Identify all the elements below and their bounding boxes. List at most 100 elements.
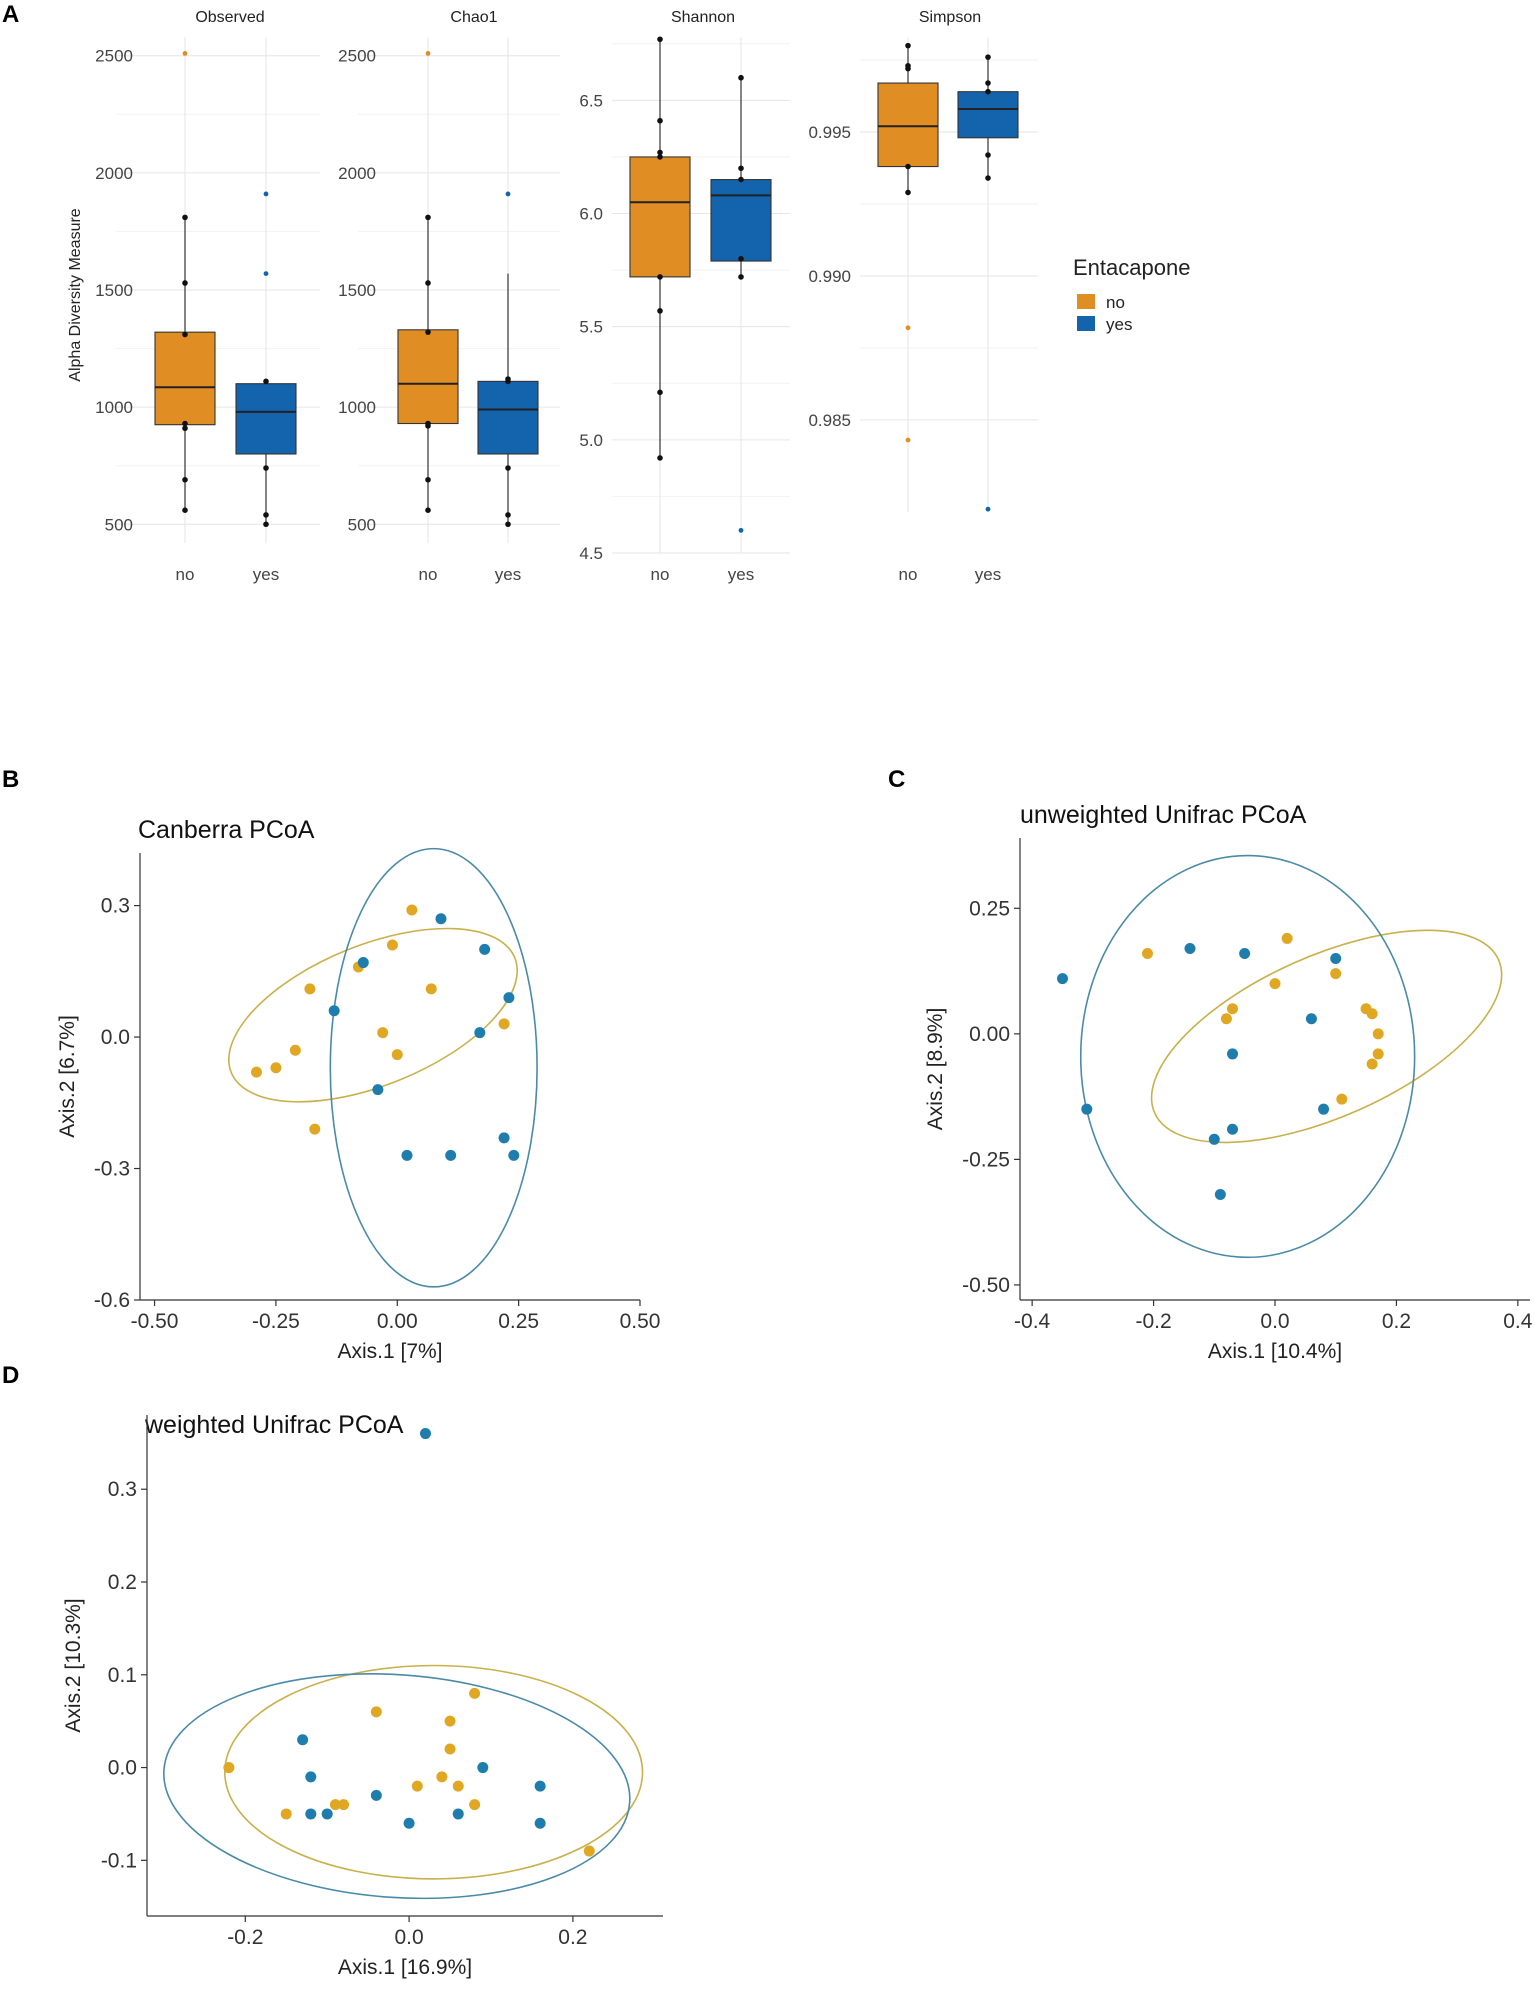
box-body (397, 329, 459, 425)
plot-title: Canberra PCoA (138, 816, 315, 844)
box-no (154, 50, 216, 514)
box-body (957, 91, 1019, 139)
facet-title: Chao1 (450, 9, 497, 26)
facet-observed: Observed 500 1000 1500 2000 2500 no yes (95, 9, 320, 584)
data-point (505, 512, 511, 518)
y-tick-label: 6.0 (579, 205, 603, 224)
data-point (505, 521, 511, 528)
weighted-unifrac-pcoa-plot: weighted Unifrac PCoA -0.2 0.0 0.2 -0.1 0.0 0.… (62, 1411, 663, 1979)
legend: Entacapone no yes (1073, 255, 1190, 334)
point-yes (1330, 953, 1342, 965)
y-tick-label: -0.1 (101, 1849, 137, 1872)
x-tick-label: no (651, 565, 670, 584)
point-no (425, 983, 437, 995)
x-tick-label: -0.2 (227, 1926, 263, 1949)
box-body (235, 383, 297, 455)
point-no (411, 1780, 423, 1792)
x-tick-label: yes (253, 565, 279, 584)
point-no (469, 1687, 481, 1699)
point-no (1366, 1008, 1378, 1020)
box-yes (235, 191, 297, 528)
data-point (985, 54, 991, 60)
data-point (738, 274, 744, 280)
point-no (1227, 1003, 1238, 1015)
point-yes (305, 1808, 317, 1820)
x-tick-label: yes (495, 565, 521, 584)
point-yes (508, 1149, 520, 1161)
facet-simpson: Simpson 0.985 0.990 0.995 no yes (808, 9, 1038, 584)
point-yes (403, 1817, 415, 1829)
point-yes (477, 1762, 489, 1774)
point-yes (370, 1789, 382, 1801)
data-point (505, 465, 511, 471)
y-tick-label: 0.995 (808, 123, 851, 142)
plot-title: unweighted Unifrac PCoA (1020, 801, 1307, 829)
y-tick-label: 0.2 (108, 1571, 137, 1594)
point-yes (1081, 1103, 1093, 1115)
point-yes (435, 913, 447, 925)
panel-label-d: D (2, 1362, 19, 1389)
point-yes (297, 1734, 309, 1746)
plot-title: weighted Unifrac PCoA (144, 1411, 404, 1439)
data-point (738, 255, 744, 262)
data-point (657, 389, 663, 396)
point-no (406, 904, 418, 916)
point-no (583, 1845, 595, 1857)
point-yes (1214, 1189, 1226, 1201)
point-yes (1227, 1048, 1238, 1060)
point-yes (1318, 1103, 1330, 1115)
data-point (425, 214, 431, 221)
data-point (182, 507, 188, 514)
x-tick-label: -0.50 (131, 1310, 179, 1333)
y-tick-label: 0.985 (808, 411, 851, 430)
y-tick-label: -0.3 (94, 1158, 130, 1181)
y-tick-label: 0.25 (969, 897, 1010, 920)
x-axis-title: Axis.1 [10.4%] (1208, 1340, 1342, 1363)
data-point (657, 117, 663, 124)
y-tick-label: 5.5 (579, 318, 603, 337)
x-tick-label: 0.4 (1503, 1310, 1533, 1333)
facet-shannon: Shannon 4.5 5.0 5.5 6.0 6.5 no yes (579, 9, 790, 584)
data-point (905, 189, 911, 196)
point-no (329, 1799, 341, 1811)
data-point (182, 425, 188, 432)
ellipse-yes (329, 847, 538, 1288)
x-tick-label: 0.50 (620, 1310, 661, 1333)
y-tick-label: 2000 (95, 164, 133, 183)
y-tick-label: 500 (105, 515, 133, 534)
point-yes (534, 1780, 546, 1792)
y-tick-label: 0.0 (108, 1757, 137, 1780)
alpha-diversity-boxplots: Observed 500 1000 1500 2000 2500 no yes Chao1 500… (95, 9, 1038, 584)
y-tick-label: 5.0 (579, 431, 603, 450)
ellipse-no (224, 1664, 644, 1880)
point-yes (1227, 1123, 1238, 1135)
point-yes (445, 1149, 457, 1161)
data-point (263, 521, 269, 528)
point-no (1372, 1028, 1384, 1040)
data-point (182, 280, 188, 286)
facet-title: Simpson (919, 9, 981, 26)
y-tick-label: 0.0 (101, 1026, 130, 1049)
y-axis-title: Axis.2 [6.7%] (56, 1015, 79, 1138)
outlier-point (738, 527, 744, 533)
x-tick-label: 0.00 (377, 1310, 418, 1333)
data-point (182, 420, 188, 427)
data-point (263, 465, 269, 471)
x-tick-label: 0.2 (558, 1926, 587, 1949)
point-yes (452, 1808, 464, 1820)
legend-key-yes (1077, 316, 1095, 331)
data-point (985, 88, 991, 95)
y-tick-label: 0.3 (101, 895, 130, 918)
alpha-ylabel: Alpha Diversity Measure (67, 208, 84, 382)
ellipse-yes (1079, 854, 1416, 1259)
x-tick-label: no (176, 565, 195, 584)
outlier-point (505, 191, 511, 197)
point-no (1330, 968, 1342, 980)
data-point (985, 80, 991, 86)
data-point (985, 175, 991, 181)
box-body (710, 179, 772, 262)
y-tick-label: 1000 (338, 398, 376, 417)
data-point (657, 308, 663, 314)
data-point (657, 154, 663, 160)
